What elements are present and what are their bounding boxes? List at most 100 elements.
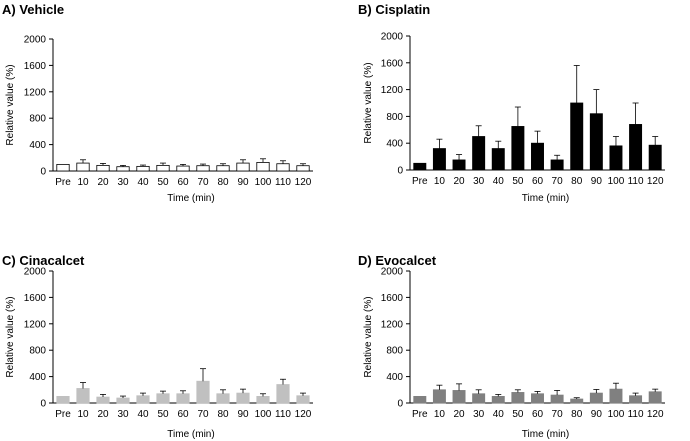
panel-d-bar-40 bbox=[491, 395, 505, 404]
panel-b-xtick-label: 110 bbox=[628, 176, 644, 187]
panel-a-bar-50 bbox=[156, 164, 170, 172]
panel-b-bar-90 bbox=[589, 113, 603, 171]
panel-a-ytick-label: 400 bbox=[29, 140, 46, 151]
panel-a-ytick-label: 1200 bbox=[24, 87, 47, 98]
panel-a-xtick-label: 110 bbox=[275, 177, 291, 188]
panel-d-bar-110 bbox=[629, 395, 643, 404]
panel-d-xtick-label: Pre bbox=[412, 409, 428, 420]
panel-a-bar-30 bbox=[116, 166, 130, 172]
panel-b-xtick-label: 70 bbox=[552, 176, 564, 187]
panel-d-bar-10 bbox=[432, 389, 446, 404]
panel-c-title: C) Cinacalcet bbox=[2, 253, 85, 268]
panel-a-bar-40 bbox=[136, 165, 150, 172]
panel-c-ytick-label: 800 bbox=[29, 346, 46, 357]
panel-b-ytick-label: 1600 bbox=[381, 58, 404, 69]
panel-b-bar-110 bbox=[629, 124, 643, 171]
panel-b-xtick-label: 90 bbox=[591, 176, 603, 187]
panel-c-x-axis-label: Time (min) bbox=[167, 429, 214, 440]
panel-b-bar-100 bbox=[609, 145, 623, 171]
panel-b-xtick-label: 10 bbox=[434, 176, 446, 187]
panel-c-xtick-label: 100 bbox=[255, 409, 272, 420]
panel-c-bar-Pre bbox=[56, 395, 70, 404]
panel-d-ytick-label: 1200 bbox=[381, 319, 404, 330]
panel-b-ytick-label: 2000 bbox=[381, 32, 404, 43]
panel-c-xtick-label: 60 bbox=[177, 409, 189, 420]
panel-d-y-axis-label: Relative value (%) bbox=[363, 296, 374, 377]
panel-d-bar-80 bbox=[570, 398, 584, 404]
panel-d-ytick-label: 1600 bbox=[381, 293, 404, 304]
panel-a-xtick-label: 80 bbox=[217, 177, 229, 188]
panel-d-bar-Pre bbox=[413, 395, 427, 404]
panel-d-xtick-label: 30 bbox=[473, 409, 485, 420]
panel-d-x-axis-label: Time (min) bbox=[522, 429, 569, 440]
panel-c-xtick-label: 70 bbox=[197, 409, 209, 420]
panel-b-bar-30 bbox=[472, 136, 486, 171]
panel-c-xtick-label: 20 bbox=[97, 409, 109, 420]
panel-c-ytick-label: 1600 bbox=[24, 293, 47, 304]
panel-d-bar-120 bbox=[648, 391, 662, 404]
panel-d-xtick-label: 100 bbox=[608, 409, 625, 420]
panel-c-xtick-label: 80 bbox=[217, 409, 229, 420]
panel-b-ytick-label: 1200 bbox=[381, 85, 404, 96]
panel-b-xtick-label: 40 bbox=[493, 176, 505, 187]
panel-b-xtick-label: 120 bbox=[647, 176, 664, 187]
panel-c-xtick-label: 30 bbox=[117, 409, 129, 420]
panel-c-bar-30 bbox=[116, 397, 130, 404]
panel-b-ytick-label: 800 bbox=[386, 112, 403, 123]
panel-b-bar-80 bbox=[570, 102, 584, 171]
panel-c-xtick-label: 40 bbox=[137, 409, 149, 420]
panel-d-ytick-label: 2000 bbox=[381, 267, 404, 278]
panel-b: B) Cisplatin 0 400 800 1200 1600 2000 Pre 10 20 30… bbox=[358, 2, 665, 204]
panel-c-bar-90 bbox=[236, 392, 250, 404]
panel-a-xtick-label: Pre bbox=[55, 177, 71, 188]
panel-d-xtick-label: 40 bbox=[493, 409, 505, 420]
panel-b-xtick-label: Pre bbox=[412, 176, 428, 187]
panel-d-xtick-label: 120 bbox=[647, 409, 664, 420]
panel-b-xtick-label: 80 bbox=[571, 176, 583, 187]
panel-b-bar-120 bbox=[648, 144, 662, 171]
panel-c: C) Cinacalcet 0 400 800 1200 1600 2000 Pre 10 20 3… bbox=[2, 253, 313, 440]
panel-d-ytick-label: 0 bbox=[397, 399, 403, 410]
panel-a-bar-10 bbox=[76, 162, 90, 172]
panel-d-ytick-label: 400 bbox=[386, 372, 403, 383]
panel-a-bar-110 bbox=[276, 163, 290, 172]
panel-c-xtick-label: 120 bbox=[295, 409, 312, 420]
panel-b-bar-50 bbox=[511, 126, 525, 171]
panel-d: D) Evocalcet 0 400 800 1200 1600 2000 Pre 10 20 30… bbox=[358, 253, 665, 440]
panel-c-bar-120 bbox=[296, 395, 310, 404]
panel-c-ytick-label: 0 bbox=[40, 399, 46, 410]
panel-a-bar-80 bbox=[216, 165, 230, 172]
panel-a-xtick-label: 40 bbox=[137, 177, 149, 188]
panel-b-ytick-label: 0 bbox=[397, 166, 403, 177]
panel-a-xtick-label: 10 bbox=[77, 177, 89, 188]
panel-a-ytick-label: 1600 bbox=[24, 61, 47, 72]
panel-c-xtick-label: 50 bbox=[157, 409, 169, 420]
panel-a-ytick-label: 0 bbox=[40, 167, 46, 178]
panel-a: A) Vehicle 0 400 800 1200 1600 2000 Pre 10 20 30 40… bbox=[2, 2, 313, 204]
panel-a-xtick-label: 100 bbox=[255, 177, 272, 188]
panel-c-xtick-label: 10 bbox=[77, 409, 89, 420]
panel-c-ytick-label: 2000 bbox=[24, 267, 47, 278]
panel-d-title: D) Evocalcet bbox=[358, 253, 437, 268]
panel-a-bar-70 bbox=[196, 165, 210, 172]
panel-c-bar-60 bbox=[176, 393, 190, 404]
panel-c-bar-50 bbox=[156, 393, 170, 404]
panel-a-bar-100 bbox=[256, 162, 270, 172]
panel-b-xtick-label: 30 bbox=[473, 176, 485, 187]
panel-d-xtick-label: 10 bbox=[434, 409, 446, 420]
panel-b-xtick-label: 50 bbox=[512, 176, 524, 187]
panel-c-xtick-label: 90 bbox=[237, 409, 249, 420]
panel-b-xtick-label: 20 bbox=[453, 176, 465, 187]
panel-c-bar-100 bbox=[256, 395, 270, 404]
panel-c-bar-40 bbox=[136, 395, 150, 404]
panel-a-xtick-label: 60 bbox=[177, 177, 189, 188]
panel-b-bar-Pre bbox=[413, 162, 427, 171]
panel-b-ytick-label: 400 bbox=[386, 139, 403, 150]
panel-c-bar-80 bbox=[216, 393, 230, 404]
panel-b-bar-70 bbox=[550, 159, 564, 171]
panel-d-bar-50 bbox=[511, 392, 525, 404]
panel-b-y-axis-label: Relative value (%) bbox=[363, 62, 374, 143]
panel-a-bar-60 bbox=[176, 165, 190, 172]
panel-a-xtick-label: 50 bbox=[157, 177, 169, 188]
